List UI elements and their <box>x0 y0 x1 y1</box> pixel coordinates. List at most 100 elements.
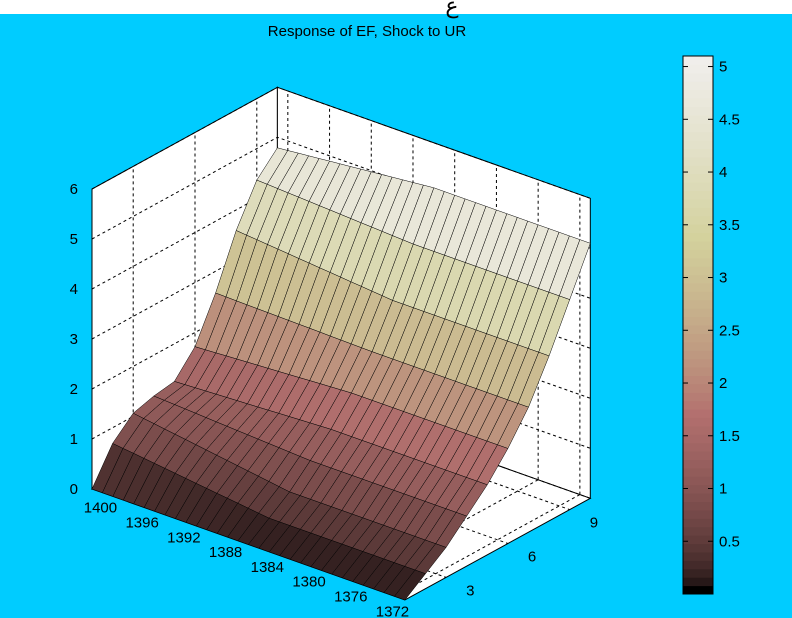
colorbar-band <box>683 375 713 385</box>
y-tick-label: 6 <box>528 549 536 566</box>
z-axis-ticks: 0 1 2 3 4 5 6 <box>70 181 78 498</box>
colorbar-band <box>683 190 713 200</box>
colorbar-band <box>683 224 713 234</box>
colorbar-tick-label: 2.5 <box>719 322 740 339</box>
colorbar-band <box>683 56 713 65</box>
colorbar-tick-label: 1 <box>719 481 727 498</box>
colorbar-band <box>683 81 713 91</box>
colorbar-band <box>683 476 713 486</box>
x-tick-label: 1384 <box>251 559 284 576</box>
z-tick-label: 1 <box>70 431 78 448</box>
colorbar-tick-label: 1.5 <box>719 428 740 445</box>
colorbar-band <box>683 568 713 578</box>
x-tick-label: 1372 <box>376 603 409 618</box>
colorbar-band <box>683 232 713 242</box>
colorbar-band <box>683 434 713 444</box>
colorbar-band <box>683 106 713 116</box>
colorbar-band <box>683 543 713 553</box>
surface-patch <box>394 569 426 601</box>
x-tick-label: 1392 <box>167 529 200 546</box>
grid-line-z <box>91 86 591 199</box>
colorbar-tick-label: 0.5 <box>719 533 740 550</box>
colorbar-band <box>683 148 713 158</box>
colorbar-band <box>683 467 713 477</box>
z-tick-label: 4 <box>70 281 78 298</box>
colorbar-band <box>683 173 713 183</box>
colorbar-band <box>683 551 713 561</box>
colorbar-band <box>683 350 713 360</box>
y-tick-label: 9 <box>590 515 598 532</box>
colorbar-band <box>683 341 713 351</box>
colorbar-band <box>683 560 713 570</box>
colorbar-band <box>683 316 713 326</box>
colorbar-band <box>683 417 713 427</box>
colorbar-band <box>683 282 713 292</box>
colorbar-band <box>683 383 713 393</box>
colorbar-band <box>683 400 713 410</box>
colorbar-band <box>683 215 713 225</box>
colorbar-band <box>683 156 713 166</box>
colorbar-frame <box>682 55 714 595</box>
header-glyph: ع <box>445 0 458 19</box>
colorbar-band <box>683 257 713 267</box>
colorbar-band <box>683 325 713 334</box>
colorbar-band <box>683 526 713 536</box>
colorbar-band <box>683 207 713 217</box>
x-tick-label: 1388 <box>209 544 242 561</box>
colorbar-band <box>683 425 713 435</box>
y-tick-label: 3 <box>466 582 474 599</box>
colorbar-band <box>683 518 713 528</box>
colorbar-band <box>683 442 713 452</box>
colorbar-tick-label: 5 <box>719 59 727 76</box>
colorbar-band <box>683 72 713 82</box>
colorbar-band <box>683 131 713 141</box>
header-strip <box>0 0 792 14</box>
colorbar-band <box>683 392 713 402</box>
colorbar-band <box>683 240 713 250</box>
colorbar-band <box>683 114 713 124</box>
colorbar-band <box>683 501 713 511</box>
x-tick-label: 1380 <box>292 574 325 591</box>
z-tick-label: 5 <box>70 231 78 248</box>
colorbar-band <box>683 358 713 368</box>
colorbar-band <box>683 577 713 587</box>
z-tick-label: 0 <box>70 481 78 498</box>
colorbar-band <box>683 165 713 175</box>
colorbar-tick-label: 3.5 <box>719 217 740 234</box>
colorbar-band <box>683 493 713 503</box>
colorbar-band <box>683 585 713 595</box>
x-axis-ticks: 1400 1396 1392 1388 1384 1380 1376 1372 <box>84 500 409 618</box>
colorbar-band <box>683 89 713 99</box>
surface-plot <box>91 147 591 601</box>
colorbar-band <box>683 266 713 276</box>
colorbar-band <box>683 140 713 149</box>
colorbar-band <box>683 308 713 318</box>
colorbar-band <box>683 333 713 343</box>
z-tick-label: 3 <box>70 331 78 348</box>
colorbar-band <box>683 459 713 469</box>
z-tick-label: 2 <box>70 381 78 398</box>
colorbar-band <box>683 409 713 418</box>
colorbar-band <box>683 299 713 309</box>
colorbar-band <box>683 98 713 107</box>
colorbar-band <box>683 64 713 74</box>
colorbar-band <box>683 249 713 259</box>
x-tick-label: 1396 <box>125 515 158 532</box>
x-tick-label: 1400 <box>84 500 117 517</box>
colorbar-band <box>683 123 713 133</box>
colorbar-band <box>683 509 713 519</box>
colorbar-tick-label: 2 <box>719 375 727 392</box>
colorbar-band <box>683 451 713 460</box>
colorbar-tick-label: 4.5 <box>719 111 740 128</box>
colorbar: 0.5 1 1.5 2 2.5 3 3.5 4 4.5 5 <box>682 55 740 595</box>
colorbar-tick-label: 3 <box>719 270 727 287</box>
colorbar-band <box>683 182 713 191</box>
colorbar-tick-label: 4 <box>719 164 727 181</box>
y-axis-ticks: 3 6 9 <box>466 515 598 600</box>
colorbar-band <box>683 367 713 376</box>
colorbar-band <box>683 484 713 494</box>
z-tick-label: 6 <box>70 181 78 198</box>
colorbar-band <box>683 291 713 301</box>
colorbar-band <box>683 535 713 545</box>
